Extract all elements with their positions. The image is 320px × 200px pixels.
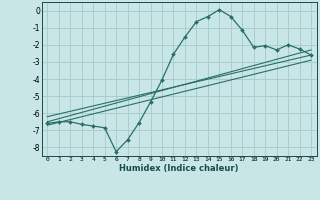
X-axis label: Humidex (Indice chaleur): Humidex (Indice chaleur) (119, 164, 239, 173)
